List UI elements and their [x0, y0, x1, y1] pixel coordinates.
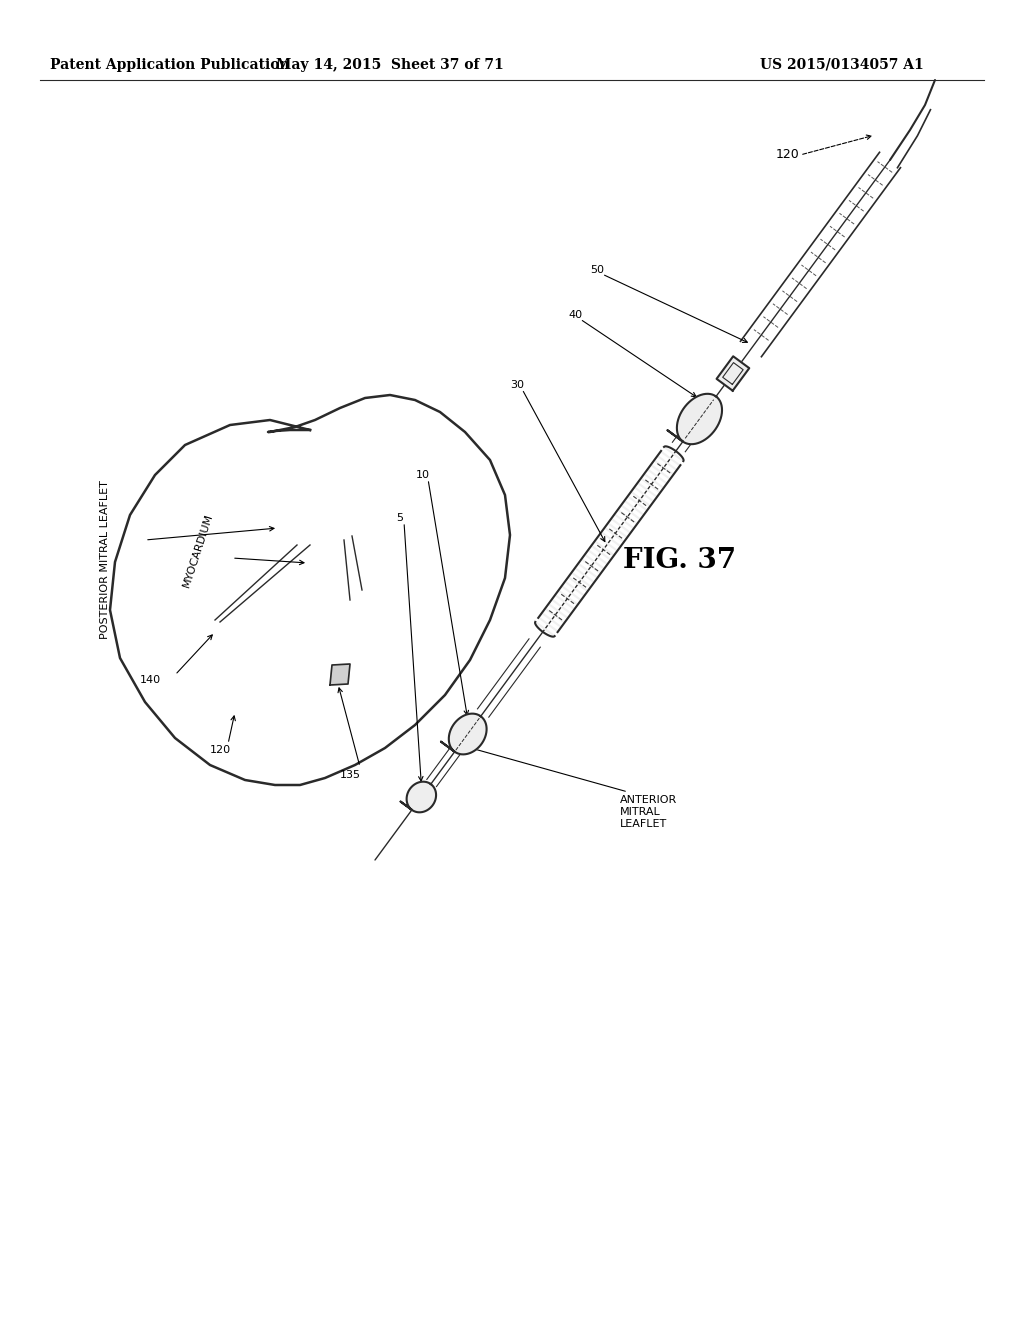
Text: US 2015/0134057 A1: US 2015/0134057 A1 [760, 58, 924, 73]
Text: 5: 5 [396, 513, 403, 523]
Text: FIG. 37: FIG. 37 [624, 546, 736, 573]
Text: 140: 140 [140, 675, 161, 685]
Text: POSTERIOR MITRAL LEAFLET: POSTERIOR MITRAL LEAFLET [100, 480, 110, 639]
Polygon shape [330, 664, 350, 685]
Text: 30: 30 [510, 380, 524, 389]
Polygon shape [400, 781, 436, 812]
Text: Patent Application Publication: Patent Application Publication [50, 58, 290, 73]
Text: ANTERIOR
MITRAL
LEAFLET: ANTERIOR MITRAL LEAFLET [620, 796, 677, 829]
Text: 120: 120 [776, 149, 800, 161]
Text: 40: 40 [568, 310, 582, 319]
Text: 135: 135 [340, 770, 361, 780]
Text: May 14, 2015  Sheet 37 of 71: May 14, 2015 Sheet 37 of 71 [276, 58, 504, 73]
Polygon shape [441, 714, 486, 754]
Polygon shape [668, 393, 722, 445]
Text: 120: 120 [210, 744, 231, 755]
Polygon shape [717, 356, 750, 391]
Text: 50: 50 [590, 265, 604, 275]
Text: MYOCARDIUM: MYOCARDIUM [181, 512, 215, 589]
Text: 10: 10 [416, 470, 430, 480]
